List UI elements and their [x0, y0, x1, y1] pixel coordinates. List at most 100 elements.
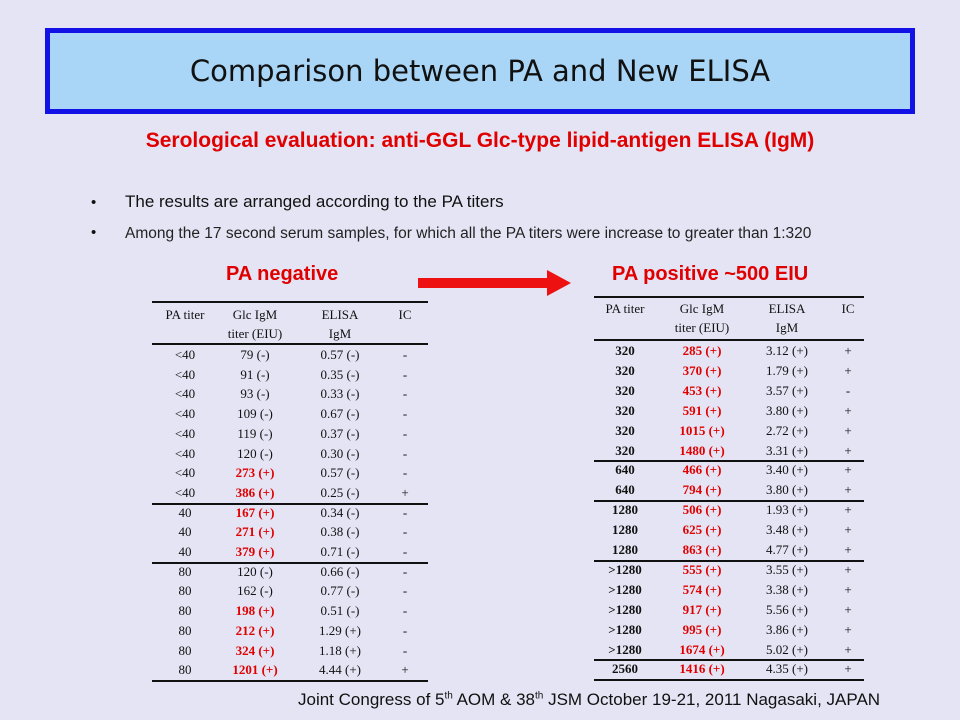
table-rule [594, 559, 864, 562]
table-cell: 555 (+) [682, 561, 722, 577]
table-cell: - [402, 563, 408, 579]
table-cell: - [402, 366, 408, 382]
column-header: IgM [328, 326, 352, 341]
table-cell: 273 (+) [235, 465, 275, 481]
table-cell: 40 [178, 544, 192, 559]
column-header: ELISA [768, 301, 806, 316]
table-cell: 3.55 (+) [766, 561, 808, 577]
table-cell: 0.67 (-) [320, 406, 360, 422]
table-cell: 320 [615, 402, 635, 418]
table-cell: 1201 (+) [232, 662, 278, 678]
table-rule [152, 343, 428, 345]
table-cell: + [844, 581, 852, 597]
table-cell: 794 (+) [682, 482, 722, 498]
table-cell: 5.02 (+) [766, 641, 808, 657]
table-cell: - [402, 524, 408, 540]
column-header: titer (EIU) [227, 326, 283, 341]
table-label: PA positive ~500 EIU [612, 263, 809, 285]
table-cell: 320 [615, 382, 635, 398]
table-cell: <40 [174, 465, 196, 481]
table-cell: 386 (+) [235, 484, 275, 500]
table-rule [152, 301, 428, 303]
table-cell: + [844, 502, 852, 518]
table-cell: 320 [615, 343, 635, 358]
table-cell: 3.57 (+) [766, 382, 808, 398]
table-cell: <40 [174, 386, 196, 402]
table-cell: 0.57 (-) [320, 347, 360, 362]
table-cell: 80 [178, 603, 192, 619]
table-cell: 1.18 (+) [319, 642, 361, 658]
table-cell: 3.38 (+) [766, 581, 808, 597]
table-cell: + [401, 662, 409, 678]
table-cell: 80 [178, 563, 192, 579]
table-cell: <40 [174, 484, 196, 500]
table-cell: 917 (+) [682, 601, 722, 617]
column-header: IC [398, 307, 412, 322]
table-cell: + [844, 621, 852, 637]
table-cell: 1.93 (+) [766, 502, 808, 518]
table-cell: 370 (+) [682, 362, 722, 378]
subtitle: Serological evaluation: anti-GGL Glc-typ… [145, 129, 815, 152]
table-cell: 625 (+) [682, 522, 722, 538]
table-cell: 80 [178, 622, 192, 638]
table-cell: 0.71 (-) [320, 544, 360, 559]
table-cell: >1280 [608, 601, 642, 617]
column-header: IC [841, 301, 855, 316]
table-cell: 0.35 (-) [320, 366, 360, 382]
table-cell: + [844, 343, 852, 358]
table-cell: >1280 [608, 561, 642, 577]
table-cell: <40 [174, 425, 196, 441]
table-cell: 591 (+) [682, 402, 722, 418]
table-cell: >1280 [608, 641, 642, 657]
table-cell: 2560 [612, 661, 638, 677]
table-cell: + [844, 542, 852, 557]
table-cell: 40 [178, 524, 192, 540]
table-cell: + [844, 522, 852, 538]
table-cell: 0.57 (-) [320, 465, 360, 481]
table-cell: 80 [178, 583, 192, 599]
table-cell: - [845, 382, 851, 398]
footer: Joint Congress of 5th AOM & 38th JSM Oct… [298, 690, 880, 710]
table-cell: + [844, 482, 852, 498]
footer-text: Joint Congress of 5 [298, 690, 445, 709]
bullet: The results are arranged according to th… [125, 192, 504, 211]
table-cell: 3.40 (+) [766, 462, 808, 478]
table-cell: 0.25 (-) [320, 484, 360, 500]
table-cell: 3.80 (+) [766, 402, 808, 418]
table-cell: + [844, 402, 852, 418]
table-cell: 4.77 (+) [766, 542, 808, 557]
table-cell: 1480 (+) [679, 442, 725, 458]
column-header: Glc IgM [679, 301, 725, 316]
table-cell: 995 (+) [682, 621, 722, 637]
table-cell: - [402, 425, 408, 441]
table-cell: 320 [615, 422, 635, 438]
table-cell: 91 (-) [240, 366, 270, 382]
table-cell: 453 (+) [682, 382, 722, 398]
table-cell: + [844, 462, 852, 478]
table-cell: 640 [615, 462, 635, 478]
table-rule [594, 339, 864, 341]
column-header: PA titer [165, 307, 205, 322]
footer-sup: th [444, 690, 453, 702]
bullet-dot: • [91, 224, 97, 241]
column-header: titer (EIU) [674, 320, 730, 335]
table-cell: + [844, 561, 852, 577]
table-cell: + [844, 641, 852, 657]
table-cell: 3.12 (+) [766, 343, 808, 358]
table-cell: 2.72 (+) [766, 422, 808, 438]
table-cell: 120 (-) [237, 445, 273, 461]
table-cell: 0.30 (-) [320, 445, 360, 461]
table-cell: 5.56 (+) [766, 601, 808, 617]
table-cell: 109 (-) [237, 406, 273, 422]
table-cell: 863 (+) [682, 542, 722, 557]
table-cell: 212 (+) [235, 622, 275, 638]
table-cell: 574 (+) [682, 581, 722, 597]
table-cell: 0.51 (-) [320, 603, 360, 619]
table-cell: - [402, 445, 408, 461]
table-cell: + [844, 422, 852, 438]
table-cell: 40 [178, 504, 192, 520]
table-cell: + [844, 442, 852, 458]
table-cell: 0.38 (-) [320, 524, 360, 540]
table-cell: 0.66 (-) [320, 563, 360, 579]
table-cell: >1280 [608, 581, 642, 597]
